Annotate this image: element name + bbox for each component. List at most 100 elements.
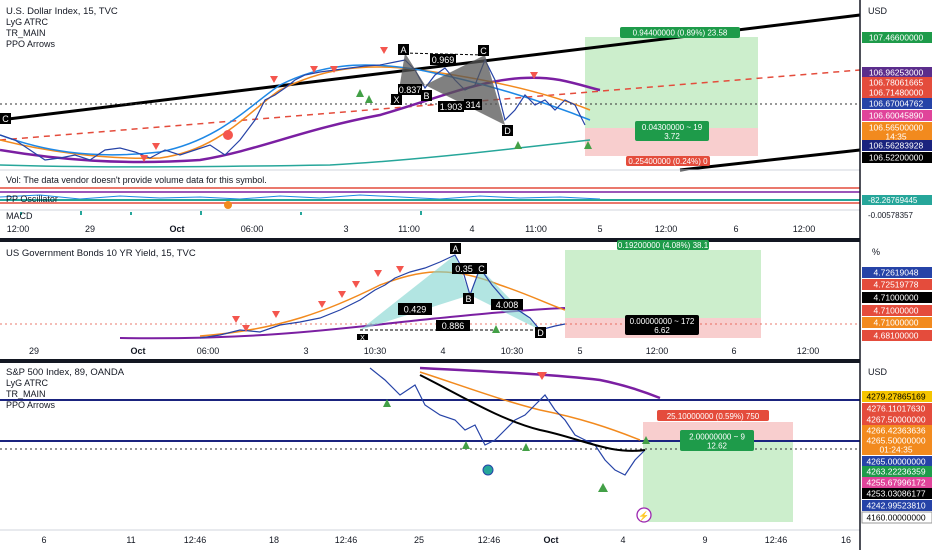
price-tag[interactable] xyxy=(862,98,932,109)
price-tag[interactable] xyxy=(862,87,932,98)
pp-oscillator-label[interactable]: PP Oscillator xyxy=(6,194,58,204)
price-tag-label: 106.78061665 xyxy=(869,78,924,88)
long-position-target-zone[interactable] xyxy=(585,37,758,128)
time-label: 11:00 xyxy=(398,224,420,234)
lightning-glyph: ⚡ xyxy=(638,510,649,522)
price-tag[interactable] xyxy=(862,110,932,121)
symbol-title[interactable]: US Government Bonds 10 YR Yield, 15, TVC xyxy=(6,248,196,259)
indicator-ppo-arrows[interactable]: PPO Arrows xyxy=(6,400,56,410)
price-tag[interactable] xyxy=(862,122,932,133)
price-tag[interactable] xyxy=(862,444,932,455)
ppo-sell-arrows xyxy=(140,47,538,162)
price-tag[interactable] xyxy=(862,466,932,477)
long-position-target-zone[interactable] xyxy=(565,250,761,318)
price-tag[interactable] xyxy=(862,488,932,499)
lightning-event-icon[interactable] xyxy=(636,507,652,523)
ppo-sell-arrows xyxy=(232,266,404,332)
time-label: 6 xyxy=(41,535,46,545)
target-label: 0.94400000 (0.89%) 23.58 xyxy=(633,29,728,38)
price-scale[interactable]: USD % USD -82.26769445 -0.00578357 107.4… xyxy=(859,0,932,550)
price-tag-label: 106.67004762 xyxy=(869,99,924,109)
price-tag[interactable] xyxy=(862,292,932,303)
time-label: 3 xyxy=(303,346,308,356)
ppo-sell-arrows xyxy=(537,372,547,380)
signal-dot xyxy=(482,464,494,476)
fib-ratio-2: 0.837 xyxy=(399,85,422,95)
price-tag[interactable] xyxy=(862,414,932,425)
currency-label[interactable]: USD xyxy=(868,6,888,16)
pane-dollar-index[interactable]: A C X B D C 0.969 0.837 1.903 314 0.9440… xyxy=(0,0,861,172)
ma-teal-line[interactable] xyxy=(0,139,591,168)
oscillator-value-tag: -82.26769445 xyxy=(868,196,918,205)
price-tag-label: 4253.03086177 xyxy=(866,489,925,499)
ma-orange-line[interactable] xyxy=(419,371,641,441)
macd-value-tag: -0.00578357 xyxy=(868,211,913,220)
pane-sp500[interactable]: ⚡ 25.10000000 (0.59%) 750 2.00000000 ~ 9… xyxy=(0,366,860,523)
indicator-tr-main[interactable]: TR_MAIN xyxy=(6,28,46,38)
time-label: 12:00 xyxy=(793,224,816,234)
oscillator-panes[interactable]: Vol: The data vendor doesn't provide vol… xyxy=(0,169,860,221)
indicator-atrc[interactable]: LyG ATRC xyxy=(6,378,49,388)
pane-bond-yield[interactable]: A C B D X 0.35 0.429 4.008 0.886 0.19200… xyxy=(0,240,860,342)
price-tag[interactable] xyxy=(862,477,932,488)
symbol-title[interactable]: S&P 500 Index, 89, OANDA xyxy=(6,367,125,378)
price-tag[interactable] xyxy=(862,500,932,511)
svg-text:X: X xyxy=(360,335,365,342)
harmonic-pattern-xab[interactable] xyxy=(360,255,470,330)
trend-dashed-line[interactable] xyxy=(0,69,861,141)
price-tag[interactable] xyxy=(862,67,932,78)
pane-separator[interactable] xyxy=(0,359,932,363)
ma-purple-line[interactable] xyxy=(419,366,661,400)
price-tag[interactable] xyxy=(862,140,932,151)
svg-text:A: A xyxy=(452,244,458,254)
price-series[interactable] xyxy=(0,58,586,161)
time-axis-1[interactable]: 12:00 29 Oct 06:00 3 11:00 4 11:00 5 12:… xyxy=(0,220,860,238)
price-tag[interactable] xyxy=(862,317,932,328)
price-series[interactable] xyxy=(369,367,646,476)
ma-purple-line[interactable] xyxy=(119,307,566,340)
macd-label[interactable]: MACD xyxy=(6,211,33,221)
symbol-title[interactable]: U.S. Dollar Index, 15, TVC xyxy=(6,6,118,17)
indicator-ppo-arrows[interactable]: PPO Arrows xyxy=(6,39,56,49)
time-label: 29 xyxy=(85,224,95,234)
pane-separator[interactable] xyxy=(0,238,932,242)
time-label: 12:46 xyxy=(184,535,207,545)
price-tag-label: 4.68100000 xyxy=(874,331,919,341)
price-tag[interactable] xyxy=(862,131,932,142)
price-tag[interactable] xyxy=(862,305,932,316)
ma-orange-line[interactable] xyxy=(199,271,566,337)
time-axis-2[interactable]: 29 Oct 06:00 3 10:30 4 10:30 5 12:00 6 1… xyxy=(0,341,860,359)
price-tag[interactable] xyxy=(862,330,932,341)
stop-label: 0.25400000 (0.24%) 0 xyxy=(628,157,708,166)
price-tag[interactable] xyxy=(862,425,932,436)
label-d: D xyxy=(504,126,511,136)
time-label: 06:00 xyxy=(197,346,220,356)
indicator-tr-main[interactable]: TR_MAIN xyxy=(6,389,46,399)
time-label: 12:46 xyxy=(335,535,358,545)
harmonic-pattern-bcd[interactable] xyxy=(425,55,505,125)
price-tag-label: 4279.27865169 xyxy=(866,392,925,402)
price-tag[interactable] xyxy=(862,32,932,43)
ma-purple-line[interactable] xyxy=(0,76,601,164)
time-axis-3[interactable]: 6 11 12:46 18 12:46 25 12:46 Oct 4 9 12:… xyxy=(0,529,860,550)
currency-label-sp500[interactable]: USD xyxy=(868,367,888,377)
price-tag[interactable] xyxy=(861,511,932,524)
price-series[interactable] xyxy=(199,254,566,339)
ma-black-line[interactable] xyxy=(419,374,646,452)
price-tag[interactable] xyxy=(862,391,932,402)
price-tag[interactable] xyxy=(862,267,932,278)
time-label: 25 xyxy=(414,535,424,545)
channel-lower-line[interactable] xyxy=(679,148,861,172)
fib-ratio-3: 1.903 xyxy=(440,102,463,112)
price-tag[interactable] xyxy=(862,77,932,88)
indicator-atrc[interactable]: LyG ATRC xyxy=(6,17,49,27)
pattern-labels: A C X B D C 0.969 0.837 1.903 314 xyxy=(0,44,513,136)
price-tag[interactable] xyxy=(862,152,932,163)
svg-text:0.429: 0.429 xyxy=(404,305,427,315)
price-tag[interactable] xyxy=(862,435,932,446)
price-tag[interactable] xyxy=(862,279,932,290)
short-position-target-zone[interactable] xyxy=(643,442,793,522)
price-tag[interactable] xyxy=(862,456,932,467)
price-tag[interactable] xyxy=(862,403,932,414)
